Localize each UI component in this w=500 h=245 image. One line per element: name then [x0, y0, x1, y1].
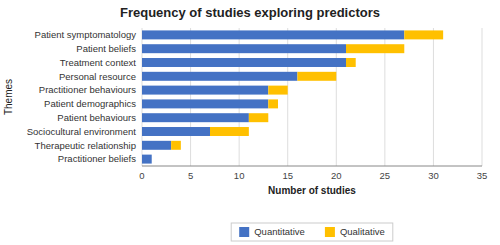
bar	[142, 86, 268, 95]
bar	[268, 99, 278, 108]
x-tick-label: 35	[477, 170, 488, 181]
bar	[142, 99, 268, 108]
y-tick-label: Treatment context	[60, 57, 137, 68]
bar	[404, 30, 443, 39]
bar	[142, 58, 346, 67]
y-tick-label: Practitioner behaviours	[39, 84, 136, 95]
y-tick-label: Sociocultural environment	[27, 126, 137, 137]
bar	[171, 141, 181, 150]
y-tick-label: Patient beliefs	[76, 43, 136, 54]
legend-box	[231, 223, 393, 241]
grid-line	[433, 28, 434, 166]
bar	[297, 72, 336, 81]
x-axis-label: Number of studies	[268, 185, 356, 196]
bars	[142, 30, 443, 163]
x-tick-label: 20	[331, 170, 342, 181]
bar	[249, 113, 268, 122]
legend-swatch	[325, 227, 335, 237]
bar	[142, 127, 210, 136]
chart: Frequency of studies exploring predictor…	[0, 0, 500, 245]
y-tick-label: Patient behaviours	[57, 112, 136, 123]
bar	[151, 155, 152, 164]
legend-swatch	[239, 227, 249, 237]
y-tick-label: Practitioner beliefs	[58, 153, 136, 164]
bar	[142, 30, 404, 39]
y-tick-label: Therapeutic relationship	[35, 140, 136, 151]
bar	[268, 86, 287, 95]
bar	[142, 141, 171, 150]
legend-label: Qualitative	[340, 226, 385, 237]
y-ticks: Practitioner beliefs Therapeutic relation…	[27, 29, 137, 164]
x-ticks: 0 5 10 15 20 25 30 35	[139, 170, 487, 181]
grid	[142, 28, 482, 166]
bar	[142, 155, 152, 164]
x-tick-label: 30	[428, 170, 439, 181]
x-tick-label: 10	[234, 170, 245, 181]
bar	[142, 113, 249, 122]
x-tick-label: 5	[188, 170, 193, 181]
bar	[346, 58, 356, 67]
x-tick-label: 0	[139, 170, 144, 181]
y-axis-label: Themes	[3, 79, 14, 115]
y-tick-label: Personal resource	[59, 71, 136, 82]
x-tick-label: 25	[380, 170, 391, 181]
title: Frequency of studies exploring predictor…	[120, 5, 380, 20]
x-axis-line	[142, 166, 482, 167]
legend: Quantitative Qualitative	[231, 223, 393, 241]
bar	[142, 44, 346, 53]
legend-label: Quantitative	[254, 226, 305, 237]
grid-line	[482, 28, 483, 166]
y-tick-label: Patient demographics	[44, 98, 136, 109]
x-tick-label: 15	[282, 170, 293, 181]
bar	[142, 72, 297, 81]
y-tick-label: Patient symptomatology	[35, 29, 137, 40]
bar	[346, 44, 404, 53]
bar	[210, 127, 249, 136]
